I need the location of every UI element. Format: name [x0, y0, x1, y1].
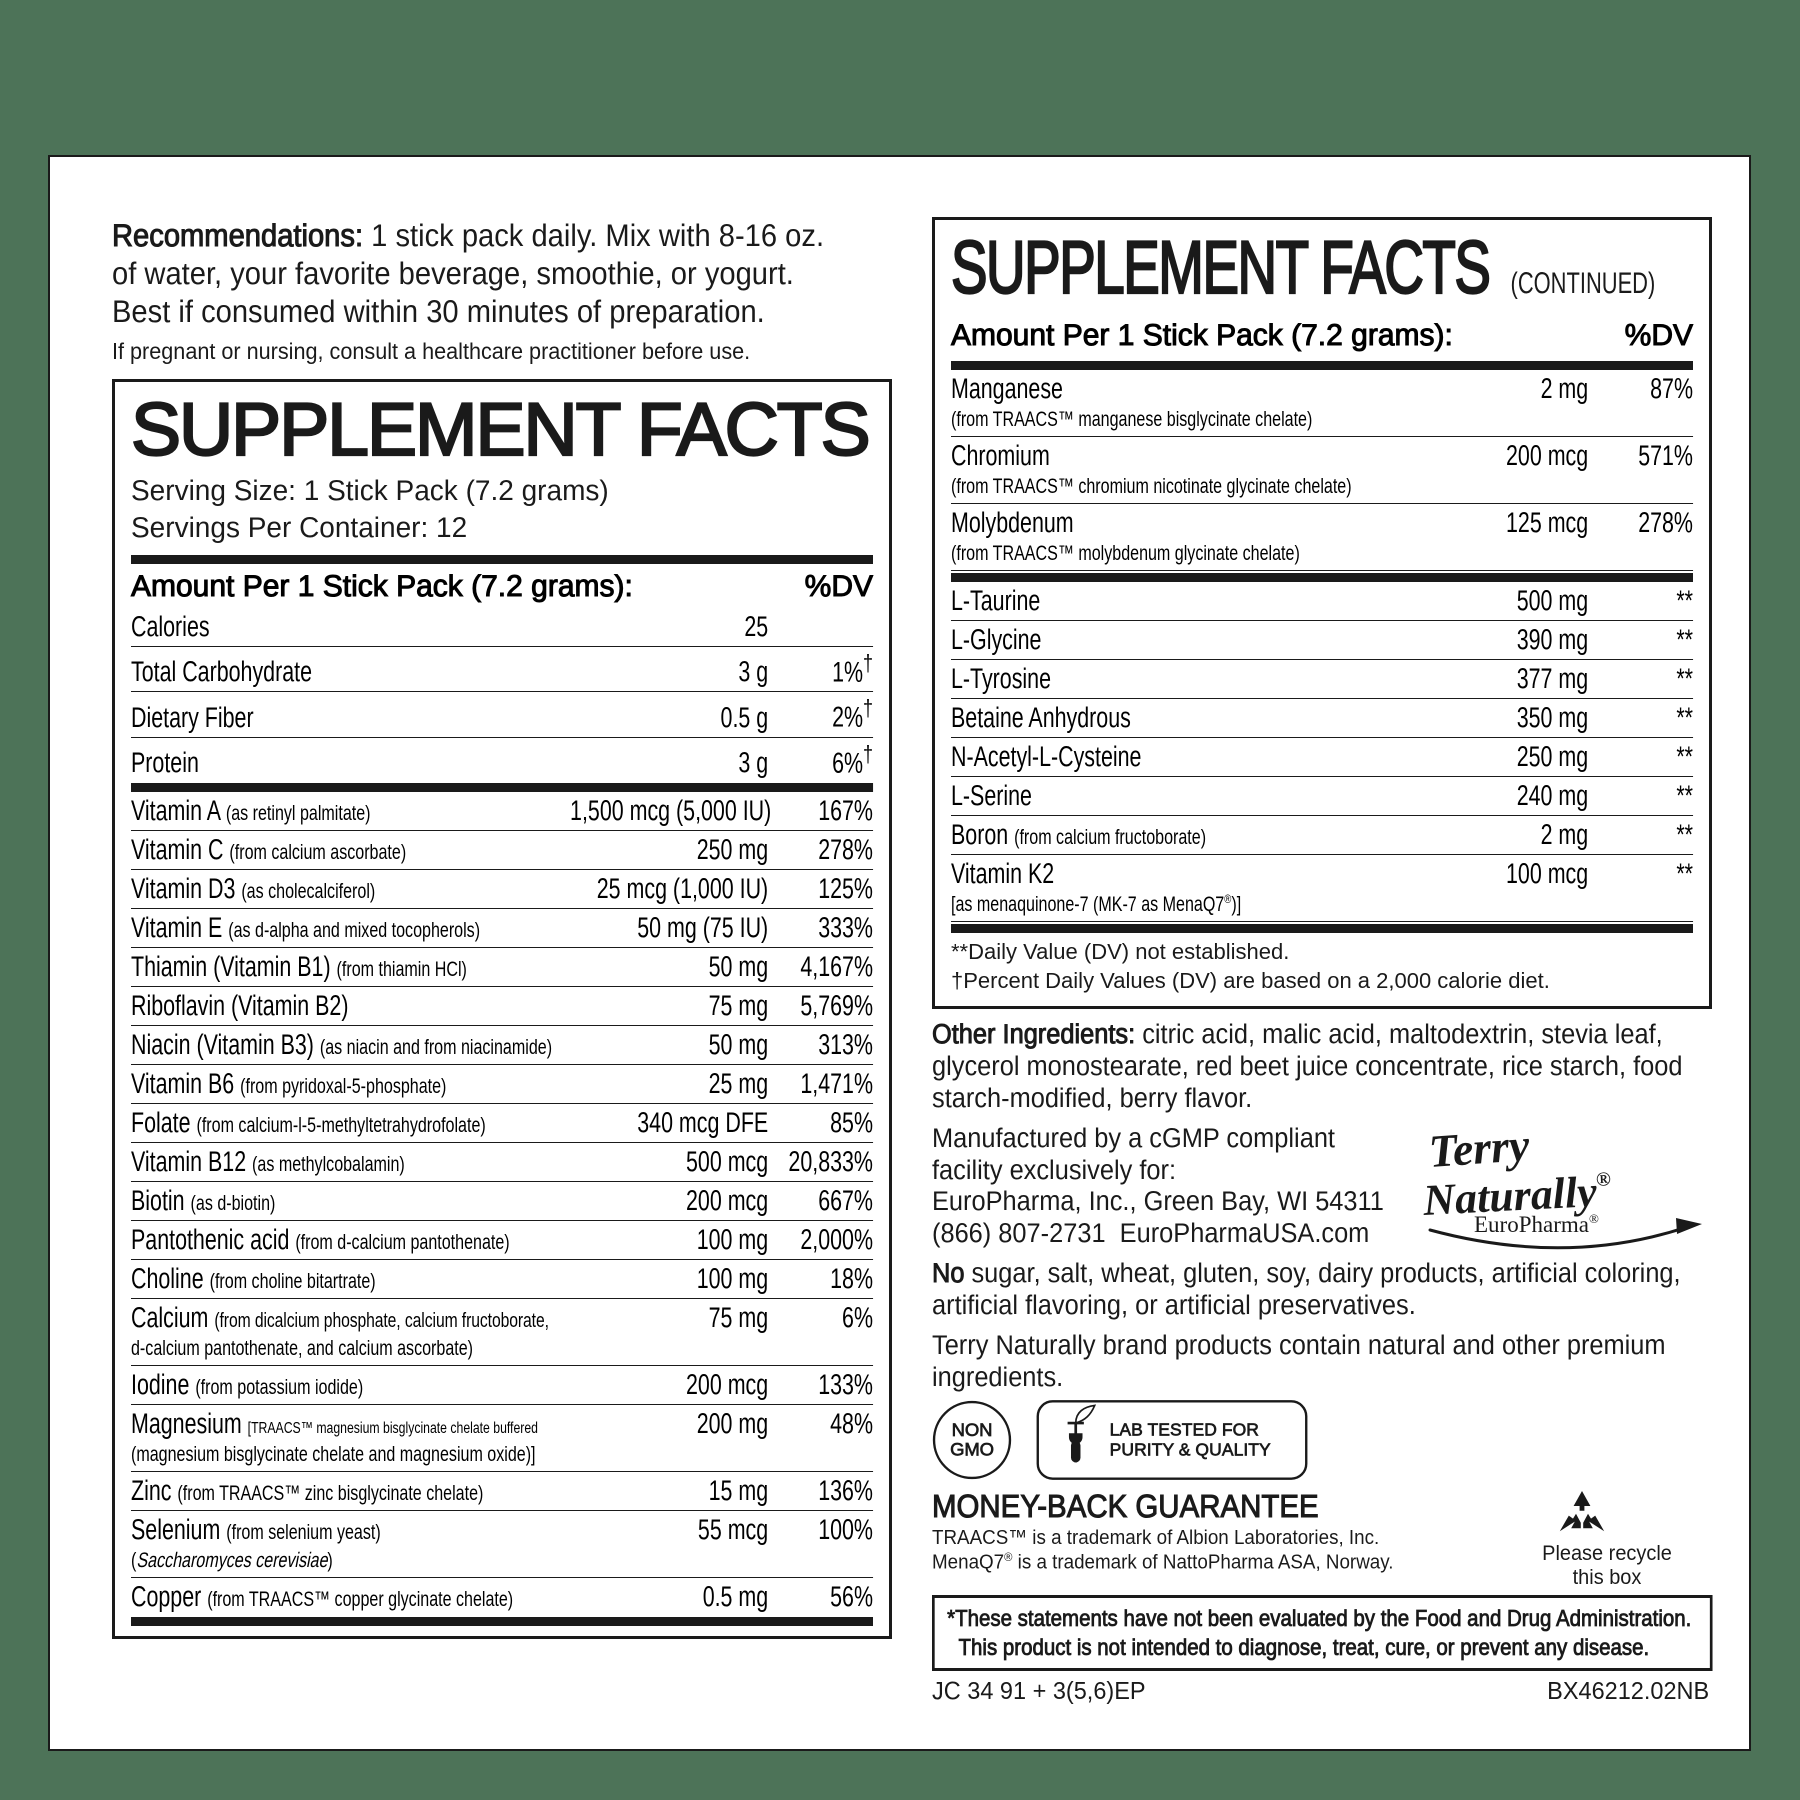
svg-text:NON: NON: [952, 1419, 993, 1440]
svg-text:EuroPharma®: EuroPharma®: [1474, 1211, 1599, 1237]
svg-text:GMO: GMO: [950, 1438, 994, 1459]
svg-text:PURITY & QUALITY: PURITY & QUALITY: [1110, 1439, 1272, 1459]
svg-text:Terry: Terry: [1427, 1119, 1531, 1177]
svg-text:LAB TESTED FOR: LAB TESTED FOR: [1110, 1419, 1260, 1439]
